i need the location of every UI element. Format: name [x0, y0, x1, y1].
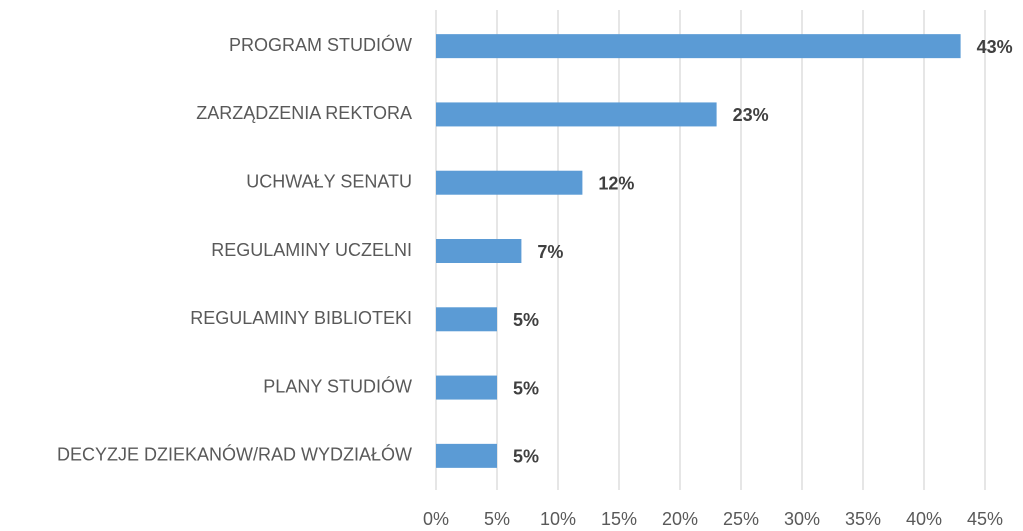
data-label: 5%: [513, 310, 539, 330]
x-tick-label: 35%: [845, 509, 881, 529]
x-tick-label: 30%: [784, 509, 820, 529]
y-tick-label: ZARZĄDZENIA REKTORA: [196, 103, 412, 123]
data-label: 5%: [513, 447, 539, 467]
y-tick-label: PROGRAM STUDIÓW: [229, 34, 412, 55]
y-tick-label: PLANY STUDIÓW: [263, 375, 412, 396]
bar: [436, 170, 583, 195]
y-tick-label: REGULAMINY UCZELNI: [211, 240, 412, 260]
data-label: 5%: [513, 378, 539, 398]
bar: [436, 34, 961, 59]
y-tick-label: UCHWAŁY SENATU: [246, 171, 412, 191]
x-tick-label: 40%: [906, 509, 942, 529]
data-label: 43%: [977, 37, 1013, 57]
x-tick-label: 0%: [423, 509, 449, 529]
y-tick-label: REGULAMINY BIBLIOTEKI: [190, 308, 412, 328]
x-tick-label: 45%: [967, 509, 1003, 529]
bar: [436, 239, 522, 263]
bar: [436, 443, 497, 468]
bar: [436, 102, 717, 127]
data-label: 12%: [598, 173, 634, 193]
x-tick-label: 25%: [723, 509, 759, 529]
x-tick-label: 15%: [601, 509, 637, 529]
y-tick-label: DECYZJE DZIEKANÓW/RAD WYDZIAŁÓW: [57, 444, 412, 465]
x-tick-label: 5%: [484, 509, 510, 529]
bar: [436, 375, 497, 400]
x-tick-label: 10%: [540, 509, 576, 529]
data-label: 23%: [733, 105, 769, 125]
bar: [436, 307, 497, 332]
data-label: 7%: [537, 242, 563, 262]
x-tick-label: 20%: [662, 509, 698, 529]
